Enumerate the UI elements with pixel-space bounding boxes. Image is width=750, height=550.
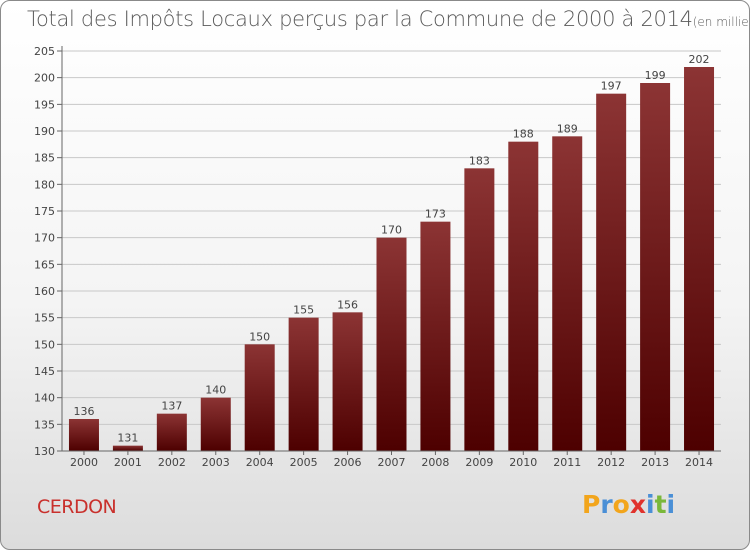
value-label-2014: 202: [689, 53, 710, 66]
x-tick-label-2004: 2004: [246, 456, 274, 469]
y-tick-label: 195: [34, 98, 55, 111]
logo-letter: t: [654, 490, 667, 519]
value-label-2008: 173: [425, 208, 446, 221]
value-label-2000: 136: [73, 405, 94, 418]
bar-2002: [156, 413, 187, 451]
y-tick-label: 165: [34, 258, 55, 271]
value-label-2002: 137: [161, 400, 182, 413]
value-label-2013: 199: [645, 69, 666, 82]
value-label-2001: 131: [117, 432, 138, 445]
y-tick-label: 145: [34, 365, 55, 378]
logo-letter: i: [646, 490, 655, 519]
y-tick-label: 140: [34, 392, 55, 405]
x-tick-label-2012: 2012: [597, 456, 625, 469]
x-tick-label-2006: 2006: [334, 456, 362, 469]
bar-2004: [244, 344, 275, 451]
y-tick-label: 135: [34, 418, 55, 431]
value-label-2010: 188: [513, 128, 534, 141]
y-tick-label: 170: [34, 232, 55, 245]
y-tick-label: 185: [34, 152, 55, 165]
y-tick-label: 160: [34, 285, 55, 298]
x-tick-label-2011: 2011: [553, 456, 581, 469]
x-tick-label-2007: 2007: [378, 456, 406, 469]
commune-name: CERDON: [37, 496, 117, 518]
logo-letter: x: [629, 490, 646, 519]
y-tick-label: 175: [34, 205, 55, 218]
bar-2007: [376, 237, 407, 451]
bar-2012: [596, 93, 627, 452]
x-tick-label-2003: 2003: [202, 456, 230, 469]
bar-2003: [200, 397, 231, 451]
x-tick-label-2008: 2008: [421, 456, 449, 469]
bar-2010: [508, 141, 539, 451]
logo-letter: o: [612, 490, 630, 519]
x-tick-label-2013: 2013: [641, 456, 669, 469]
y-tick-label: 205: [34, 45, 55, 58]
bar-2014: [684, 67, 715, 451]
value-label-2011: 189: [557, 122, 578, 135]
value-label-2009: 183: [469, 154, 490, 167]
bar-2000: [68, 419, 99, 451]
x-tick-label-2010: 2010: [509, 456, 537, 469]
proxiti-logo: Proxiti: [582, 490, 675, 519]
x-tick-label-2001: 2001: [114, 456, 142, 469]
bar-2013: [640, 83, 671, 451]
y-tick-label: 180: [34, 178, 55, 191]
chart-title-unit: (en milliers d'€): [692, 15, 749, 29]
value-label-2006: 156: [337, 298, 358, 311]
x-tick-label-2009: 2009: [465, 456, 493, 469]
logo-letter: r: [600, 490, 613, 519]
x-tick-label-2014: 2014: [685, 456, 713, 469]
chart-title: Total des Impôts Locaux perçus par la Co…: [27, 7, 749, 31]
bar-2009: [464, 168, 495, 452]
value-label-2004: 150: [249, 330, 270, 343]
value-label-2003: 140: [205, 384, 226, 397]
bar-2008: [420, 221, 451, 451]
x-tick-label-2002: 2002: [158, 456, 186, 469]
y-tick-label: 130: [34, 445, 55, 458]
y-tick-label: 190: [34, 125, 55, 138]
value-label-2007: 170: [381, 224, 402, 237]
x-tick-label-2000: 2000: [70, 456, 98, 469]
value-label-2005: 155: [293, 304, 314, 317]
x-tick-label-2005: 2005: [290, 456, 318, 469]
chart-title-main: Total des Impôts Locaux perçus par la Co…: [27, 7, 693, 31]
y-tick-label: 155: [34, 312, 55, 325]
bar-2011: [552, 136, 583, 452]
bar-2001: [112, 445, 143, 451]
bar-2005: [288, 317, 319, 451]
bar-2006: [332, 312, 363, 451]
value-label-2012: 197: [601, 80, 622, 93]
y-tick-label: 150: [34, 338, 55, 351]
logo-letter: P: [582, 490, 601, 519]
logo-letter: i: [666, 490, 676, 519]
y-tick-label: 200: [34, 72, 55, 85]
